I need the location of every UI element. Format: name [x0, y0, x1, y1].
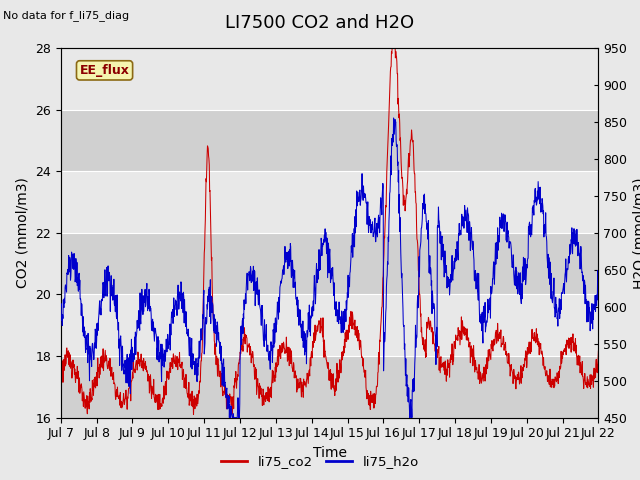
Legend: li75_co2, li75_h2o: li75_co2, li75_h2o: [216, 450, 424, 473]
Bar: [61, 233, 598, 294]
Bar: [61, 109, 598, 171]
Text: LI7500 CO2 and H2O: LI7500 CO2 and H2O: [225, 14, 415, 33]
Y-axis label: CO2 (mmol/m3): CO2 (mmol/m3): [15, 178, 29, 288]
Text: No data for f_li75_diag: No data for f_li75_diag: [3, 10, 129, 21]
Bar: [61, 48, 598, 109]
Bar: [61, 171, 598, 233]
Y-axis label: H2O (mmol/m3): H2O (mmol/m3): [633, 177, 640, 288]
Bar: [61, 294, 598, 356]
Bar: [61, 356, 598, 418]
X-axis label: Time: Time: [312, 446, 347, 460]
Text: EE_flux: EE_flux: [79, 64, 129, 77]
